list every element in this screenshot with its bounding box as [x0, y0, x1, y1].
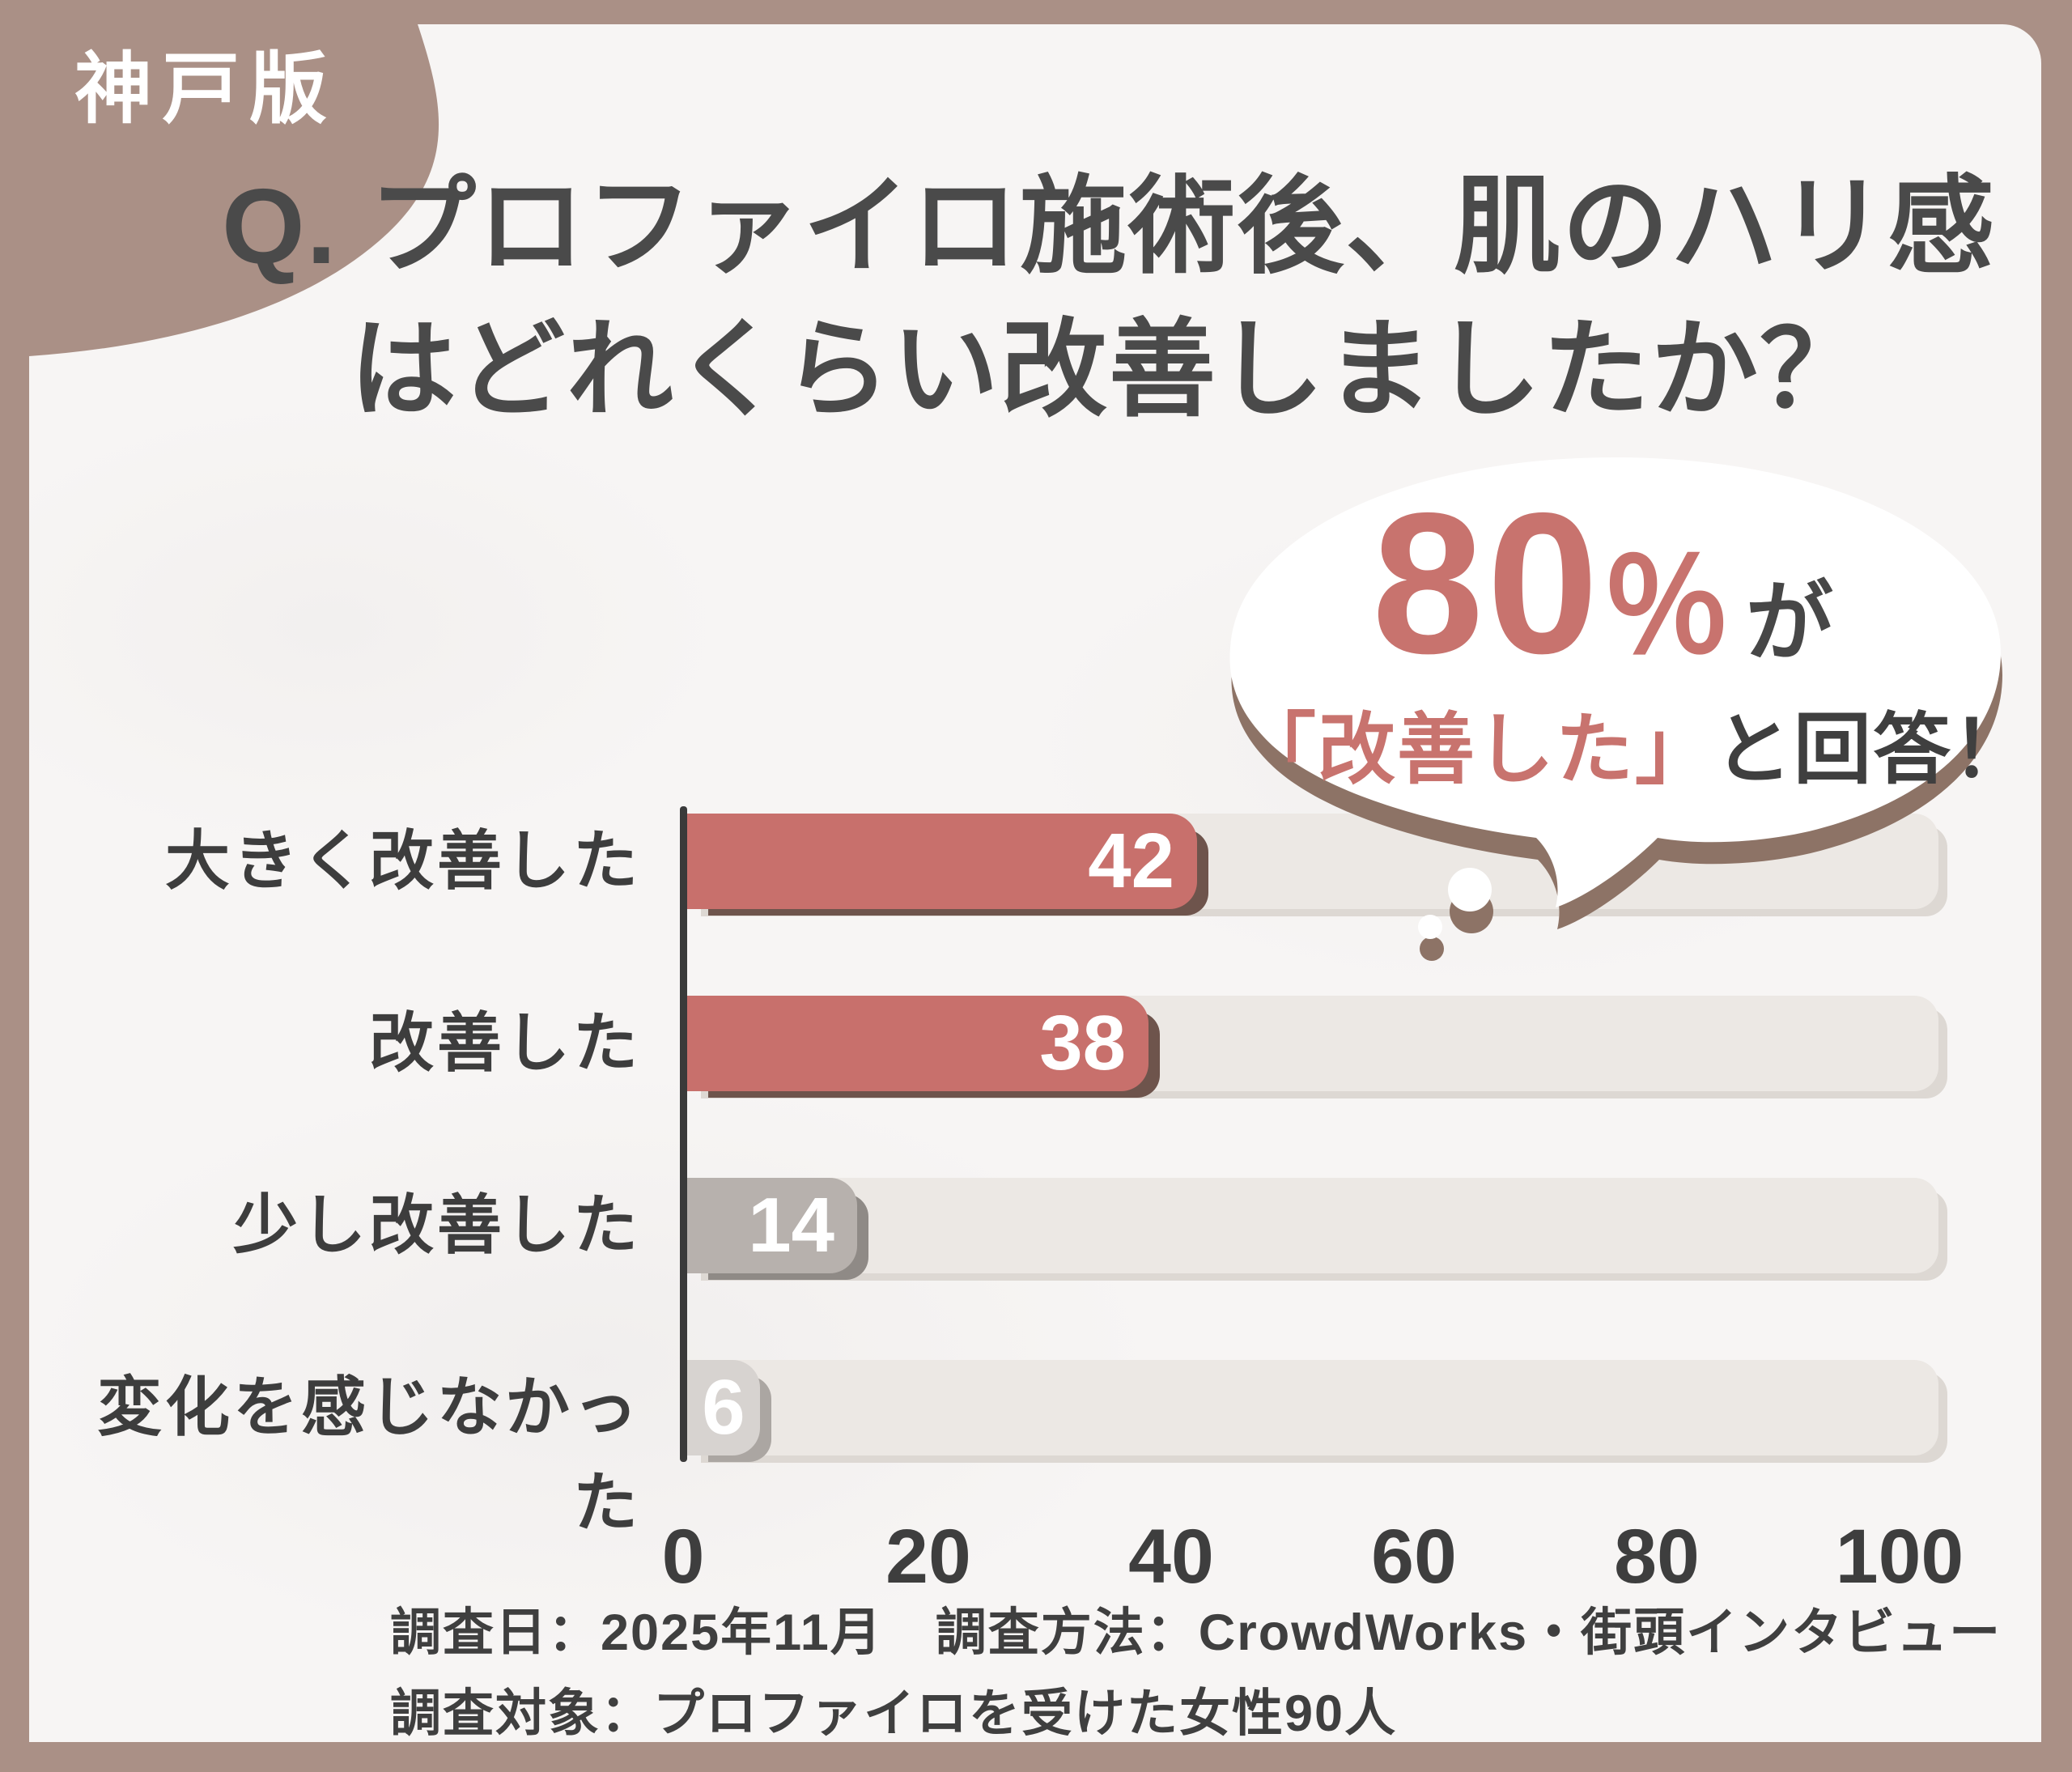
bar-value-label: 38 [1039, 1000, 1126, 1086]
bar-value-label: 6 [702, 1364, 745, 1451]
bar-category-label: 大きく改善した [165, 825, 641, 897]
callout-percent-line: 80％が [1238, 482, 1967, 683]
page-title-line2: はどれくらい改善しましたか？ [350, 309, 1868, 429]
callout-percent-sign: ％ [1601, 535, 1731, 680]
bar-value-label: 42 [1088, 818, 1174, 904]
survey-footnote-line1: 調査日：2025年11月 調査方法：CrowdWorks・街頭インタビュー [390, 1604, 2002, 1661]
bar: 38 [687, 996, 1149, 1091]
callout-quote: 「改善した」 [1238, 707, 1714, 793]
survey-footnote-line2: 調査対象：プロファイロを受けた女性90人 [390, 1685, 1398, 1742]
callout-percent-value: 80 [1372, 470, 1602, 695]
bar-category-label: 改善した [369, 1007, 641, 1079]
region-badge: 神戸版 [74, 47, 337, 133]
thought-dot-large [1448, 868, 1492, 911]
x-axis-tick-label: 20 [885, 1514, 971, 1600]
corner-blob-decoration [29, 24, 439, 356]
corner-blob-shape [29, 24, 439, 356]
bar-category-label: 少し改善した [233, 1189, 641, 1261]
thought-bubble [1229, 457, 2002, 961]
callout-answer: と回答！ [1714, 707, 2032, 793]
y-axis-line [680, 806, 687, 1462]
bar-track [687, 1178, 1938, 1273]
bar: 6 [687, 1360, 760, 1455]
survey-footnote: 調査日：2025年11月 調査方法：CrowdWorks・街頭インタビュー 調査… [390, 1593, 2002, 1754]
bar-track [687, 1360, 1938, 1455]
bar: 42 [687, 814, 1197, 909]
callout-answer-line: 「改善した」と回答！ [1238, 706, 2030, 795]
bar-category-label: 変化を感じなかった [97, 1371, 641, 1539]
bar-value-label: 14 [748, 1182, 834, 1268]
x-axis-tick-label: 100 [1835, 1514, 1964, 1600]
region-badge-label: 神戸版 [74, 46, 337, 133]
callout-percent-suffix: が [1745, 573, 1833, 671]
x-axis-tick-label: 80 [1614, 1514, 1700, 1600]
x-axis-tick-label: 40 [1128, 1514, 1214, 1600]
x-axis-tick-label: 60 [1371, 1514, 1457, 1600]
x-axis-tick-label: 0 [661, 1514, 705, 1600]
page-title-line1: Q. プロファイロ施術後、肌のハリ感 [221, 167, 1997, 286]
thought-bubble-body [1229, 457, 2001, 939]
x-axis-ticks: 0 20 40 60 80 100 [0, 1504, 2072, 1609]
thought-dot-small [1418, 915, 1442, 939]
page-title: Q. プロファイロ施術後、肌のハリ感 はどれくらい改善しましたか？ [194, 155, 2023, 442]
bar: 14 [687, 1178, 857, 1273]
